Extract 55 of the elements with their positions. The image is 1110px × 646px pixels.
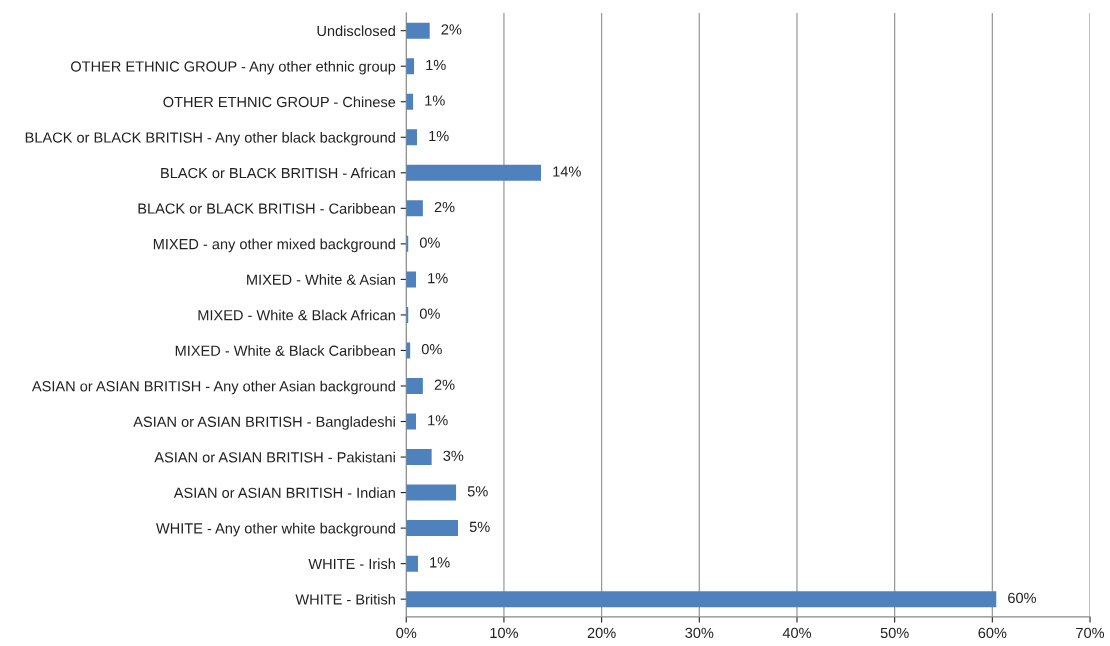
bar bbox=[406, 520, 459, 537]
y-tick-label: BLACK or BLACK BRITISH - Any other black background bbox=[25, 131, 395, 146]
y-tick-label: WHITE - Any other white background bbox=[156, 522, 395, 537]
x-tick-label: 70% bbox=[1076, 627, 1105, 639]
bar bbox=[406, 200, 423, 217]
y-tick-label: Undisclosed bbox=[317, 25, 395, 37]
bar bbox=[406, 271, 417, 288]
data-label: 1% bbox=[426, 59, 446, 71]
x-tick-label: 40% bbox=[782, 627, 812, 639]
bar bbox=[406, 591, 997, 608]
x-tick-label: 0% bbox=[396, 627, 417, 639]
bar bbox=[406, 129, 417, 146]
data-label: 3% bbox=[443, 450, 464, 461]
bar bbox=[406, 22, 430, 39]
x-tick-label: 30% bbox=[685, 627, 714, 639]
y-tick-label: ASIAN or ASIAN BRITISH - Bangladeshi bbox=[133, 416, 395, 430]
data-label: 1% bbox=[428, 415, 448, 426]
data-label: 1% bbox=[429, 130, 449, 142]
data-label: 5% bbox=[467, 486, 488, 497]
y-tick-label: MIXED - White & Black Caribbean bbox=[175, 345, 395, 356]
bar bbox=[406, 377, 423, 394]
y-tick-label: WHITE - Irish bbox=[308, 558, 395, 570]
y-tick-label: MIXED - White & Black African bbox=[198, 309, 395, 321]
y-tick-label: ASIAN or ASIAN BRITISH - Indian bbox=[173, 487, 395, 498]
x-tick-label: 20% bbox=[587, 627, 616, 639]
y-tick-label: MIXED - White & Asian bbox=[247, 274, 395, 285]
x-tick-label: 10% bbox=[490, 627, 519, 639]
data-label: 60% bbox=[1008, 592, 1037, 604]
y-tick-label: MIXED - any other mixed background bbox=[153, 238, 395, 253]
data-label: 1% bbox=[425, 95, 445, 106]
y-tick-label: BLACK or BLACK BRITISH - Caribbean bbox=[138, 203, 395, 214]
y-tick-label: WHITE - British bbox=[295, 593, 395, 605]
y-tick-label: ASIAN or ASIAN BRITISH - Any other Asian background bbox=[31, 380, 395, 395]
x-tick-label: 50% bbox=[880, 627, 909, 639]
bar bbox=[406, 484, 457, 501]
y-tick-label: BLACK or BLACK BRITISH - African bbox=[161, 167, 395, 179]
data-label: 0% bbox=[419, 308, 440, 319]
data-label: 0% bbox=[421, 344, 442, 355]
data-label: 2% bbox=[441, 24, 462, 35]
data-label: 14% bbox=[553, 166, 581, 177]
bar bbox=[406, 449, 432, 466]
bar bbox=[406, 555, 418, 572]
x-tick-label: 60% bbox=[978, 627, 1007, 639]
y-tick-label: OTHER ETHNIC GROUP - Any other ethnic group bbox=[71, 60, 396, 75]
data-label: 5% bbox=[469, 521, 490, 533]
data-label: 2% bbox=[434, 201, 455, 213]
data-label: 1% bbox=[428, 273, 448, 284]
bar bbox=[406, 413, 417, 430]
data-label: 0% bbox=[419, 237, 440, 248]
data-label: 2% bbox=[434, 379, 455, 390]
bar bbox=[406, 58, 415, 75]
data-label: 1% bbox=[430, 557, 450, 568]
y-tick-label: ASIAN or ASIAN BRITISH - Pakistani bbox=[154, 451, 395, 463]
y-tick-label: OTHER ETHNIC GROUP - Chinese bbox=[163, 96, 396, 108]
bar bbox=[406, 164, 542, 181]
